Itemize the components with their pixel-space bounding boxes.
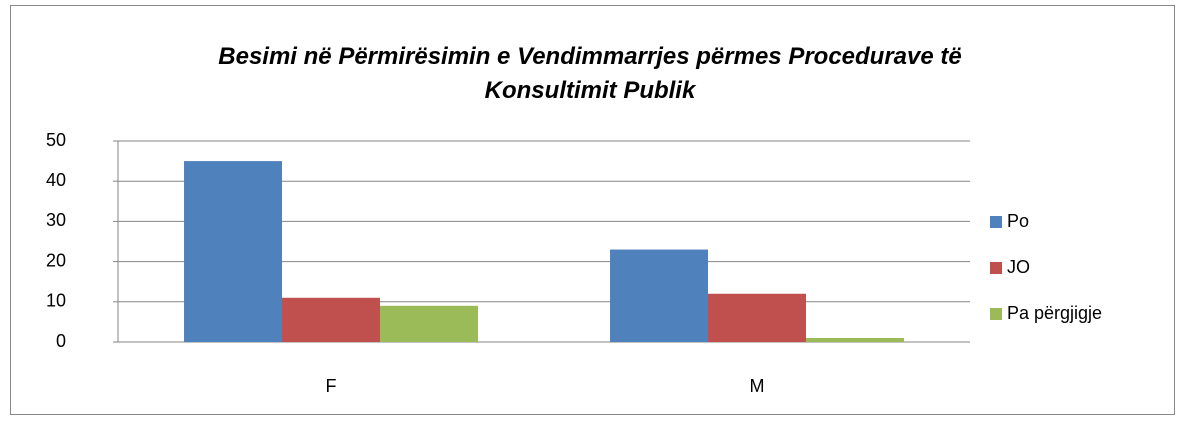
y-tick-label: 20 <box>46 250 66 270</box>
legend-swatch <box>990 262 1002 274</box>
x-tick-label: F <box>326 376 337 396</box>
bar <box>282 297 380 342</box>
bar <box>708 293 806 342</box>
bar <box>184 161 283 342</box>
chart-title: Besimi në Përmirësimin e Vendimmarrjes p… <box>218 43 962 104</box>
legend-label: Pa përgjigje <box>1007 303 1102 323</box>
legend-swatch <box>990 308 1002 320</box>
legend-swatch <box>990 216 1002 228</box>
legend-label: Po <box>1007 211 1029 231</box>
y-tick-label: 10 <box>46 291 66 311</box>
y-tick-label: 0 <box>56 331 66 351</box>
x-tick-label: M <box>750 376 765 396</box>
legend-label: JO <box>1007 257 1030 277</box>
y-tick-label: 50 <box>46 130 66 150</box>
y-tick-label: 40 <box>46 170 66 190</box>
bar <box>805 337 904 342</box>
bar <box>379 305 478 342</box>
y-tick-label: 30 <box>46 210 66 230</box>
bar <box>610 249 709 342</box>
chart-border <box>10 5 1175 415</box>
